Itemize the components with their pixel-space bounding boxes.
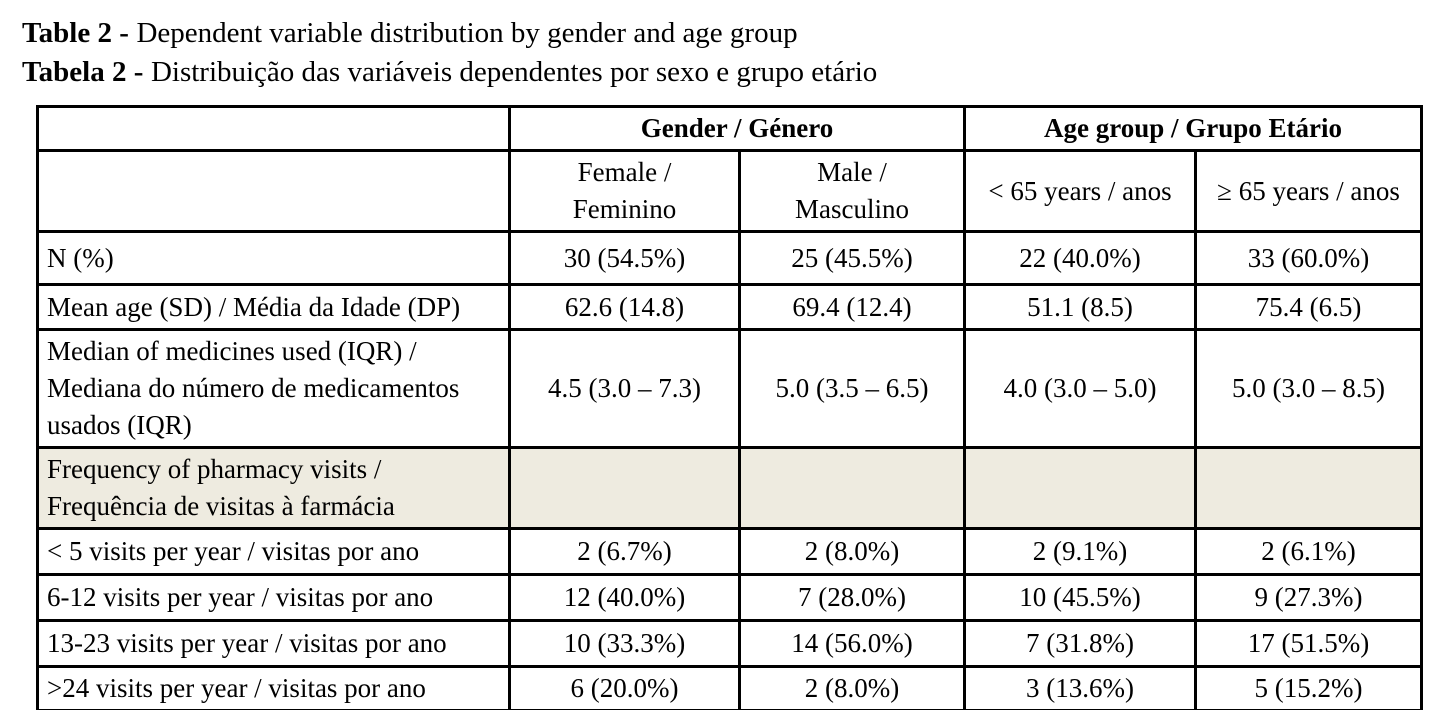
data-cell: 7 (28.0%) bbox=[737, 573, 967, 622]
data-cell bbox=[508, 446, 741, 530]
group-header-row: Gender / Género Age group / Grupo Etário bbox=[36, 105, 1424, 152]
col-header-female: Female / Feminino bbox=[508, 149, 741, 233]
data-cell: 7 (31.8%) bbox=[963, 619, 1198, 668]
data-cell: 2 (6.1%) bbox=[1194, 527, 1424, 576]
data-cell: 22 (40.0%) bbox=[963, 230, 1198, 286]
data-cell: 9 (27.3%) bbox=[1194, 573, 1424, 622]
empty-corner-cell bbox=[36, 105, 511, 152]
data-cell: 25 (45.5%) bbox=[737, 230, 967, 286]
table-row-under-5-visits: < 5 visits per year / visitas por ano 2 … bbox=[36, 527, 1424, 576]
data-cell: 33 (60.0%) bbox=[1194, 230, 1424, 286]
data-cell: 5.0 (3.5 – 6.5) bbox=[737, 328, 967, 449]
table-row-6-12-visits: 6-12 visits per year / visitas por ano 1… bbox=[36, 573, 1424, 622]
table-row-13-23-visits: 13-23 visits per year / visitas por ano … bbox=[36, 619, 1424, 668]
group-header-gender: Gender / Género bbox=[507, 105, 967, 152]
table-row-frequency-section: Frequency of pharmacy visits / Frequênci… bbox=[36, 446, 1424, 530]
table-row-n: N (%) 30 (54.5%) 25 (45.5%) 22 (40.0%) 3… bbox=[36, 230, 1424, 286]
row-label: Frequency of pharmacy visits / Frequênci… bbox=[36, 446, 511, 530]
data-cell: 30 (54.5%) bbox=[508, 230, 741, 286]
col-header-male: Male / Masculino bbox=[737, 149, 967, 233]
caption-en-text: Dependent variable distribution by gende… bbox=[136, 17, 798, 49]
data-cell: 51.1 (8.5) bbox=[963, 283, 1198, 331]
row-label: 13-23 visits per year / visitas por ano bbox=[36, 619, 511, 668]
data-cell: 4.5 (3.0 – 7.3) bbox=[508, 328, 741, 449]
data-cell bbox=[737, 446, 967, 530]
row-label: >24 visits per year / visitas por ano bbox=[36, 665, 511, 710]
data-cell bbox=[1194, 446, 1424, 530]
data-cell: 69.4 (12.4) bbox=[737, 283, 967, 331]
distribution-table: Gender / Género Age group / Grupo Etário… bbox=[36, 105, 1424, 710]
data-cell: 2 (8.0%) bbox=[737, 527, 967, 576]
row-label: Median of medicines used (IQR) / Mediana… bbox=[36, 328, 511, 449]
data-cell: 10 (45.5%) bbox=[963, 573, 1198, 622]
row-label: < 5 visits per year / visitas por ano bbox=[36, 527, 511, 576]
empty-corner-cell bbox=[36, 149, 511, 233]
table-caption-en: Table 2 - Dependent variable distribution… bbox=[22, 14, 1431, 53]
data-cell bbox=[963, 446, 1198, 530]
caption-pt-text: Distribuição das variáveis dependentes p… bbox=[150, 56, 878, 88]
data-cell: 5 (15.2%) bbox=[1194, 665, 1424, 710]
data-cell: 2 (9.1%) bbox=[963, 527, 1198, 576]
data-cell: 10 (33.3%) bbox=[508, 619, 741, 668]
col-header-under-65: < 65 years / anos bbox=[963, 149, 1198, 233]
row-label: Mean age (SD) / Média da Idade (DP) bbox=[36, 283, 511, 331]
data-cell: 14 (56.0%) bbox=[737, 619, 967, 668]
data-cell: 6 (20.0%) bbox=[508, 665, 741, 710]
column-header-row: Female / Feminino Male / Masculino < 65 … bbox=[36, 149, 1424, 233]
data-cell: 2 (8.0%) bbox=[737, 665, 967, 710]
row-label: 6-12 visits per year / visitas por ano bbox=[36, 573, 511, 622]
data-cell: 5.0 (3.0 – 8.5) bbox=[1194, 328, 1424, 449]
data-cell: 2 (6.7%) bbox=[508, 527, 741, 576]
col-header-65-plus: ≥ 65 years / anos bbox=[1194, 149, 1424, 233]
table-row-mean-age: Mean age (SD) / Média da Idade (DP) 62.6… bbox=[36, 283, 1424, 331]
group-header-age: Age group / Grupo Etário bbox=[963, 105, 1424, 152]
data-cell: 12 (40.0%) bbox=[508, 573, 741, 622]
data-cell: 62.6 (14.8) bbox=[508, 283, 741, 331]
row-label: N (%) bbox=[36, 230, 511, 286]
caption-en-label: Table 2 - bbox=[22, 17, 129, 49]
table-row-over-24-visits: >24 visits per year / visitas por ano 6 … bbox=[36, 665, 1424, 710]
caption-pt-label: Tabela 2 - bbox=[22, 56, 144, 88]
data-cell: 4.0 (3.0 – 5.0) bbox=[963, 328, 1198, 449]
table-caption-pt: Tabela 2 - Distribuição das variáveis dep… bbox=[22, 53, 1431, 92]
table-row-median-medicines: Median of medicines used (IQR) / Mediana… bbox=[36, 328, 1424, 449]
data-cell: 75.4 (6.5) bbox=[1194, 283, 1424, 331]
data-cell: 3 (13.6%) bbox=[963, 665, 1198, 710]
data-cell: 17 (51.5%) bbox=[1194, 619, 1424, 668]
